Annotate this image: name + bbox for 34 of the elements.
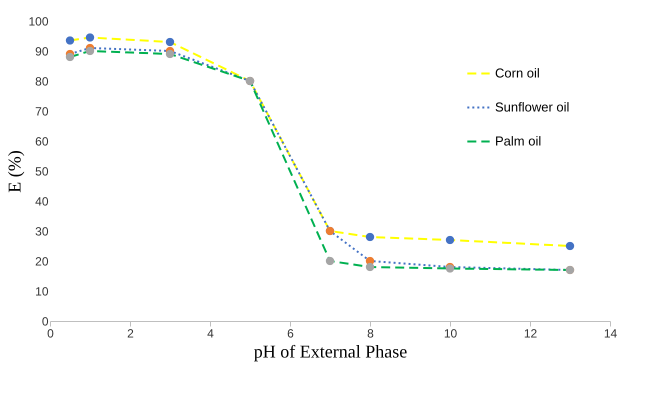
point [326, 256, 334, 266]
point [566, 242, 574, 250]
legend-label: Corn oil [495, 66, 540, 80]
y-axis-title: E (%) [4, 150, 24, 193]
x-tick-label: 2 [127, 326, 134, 340]
y-tick-label: 20 [35, 254, 49, 268]
y-tick-label: 40 [35, 194, 49, 208]
point [86, 46, 94, 56]
point [66, 36, 74, 45]
y-tick-label: 60 [35, 134, 49, 148]
x-tick-label: 10 [444, 326, 458, 340]
point [446, 236, 454, 244]
y-tick-label: 30 [35, 224, 49, 238]
y-tick-label: 70 [35, 104, 49, 118]
x-tick-label: 4 [207, 326, 214, 340]
point [66, 52, 74, 62]
y-tick-label: 10 [35, 284, 49, 298]
point [366, 262, 374, 272]
x-tick-label: 6 [287, 326, 294, 340]
x-tick-label: 8 [367, 326, 374, 340]
legend-label: Palm oil [495, 134, 542, 148]
x-axis-title: pH of External Phase [254, 342, 408, 362]
point [86, 33, 94, 42]
x-tick-label: 14 [604, 326, 618, 340]
point [166, 38, 174, 46]
y-tick-label: 80 [35, 74, 49, 88]
y-tick-label: 90 [35, 44, 49, 58]
x-tick-label: 12 [524, 326, 538, 340]
y-tick-label: 50 [35, 164, 49, 178]
legend-label: Sunflower oil [495, 100, 570, 114]
point [366, 232, 374, 242]
point [166, 50, 174, 58]
y-tick-label: 100 [28, 14, 49, 28]
y-tick-label: 0 [42, 314, 49, 328]
